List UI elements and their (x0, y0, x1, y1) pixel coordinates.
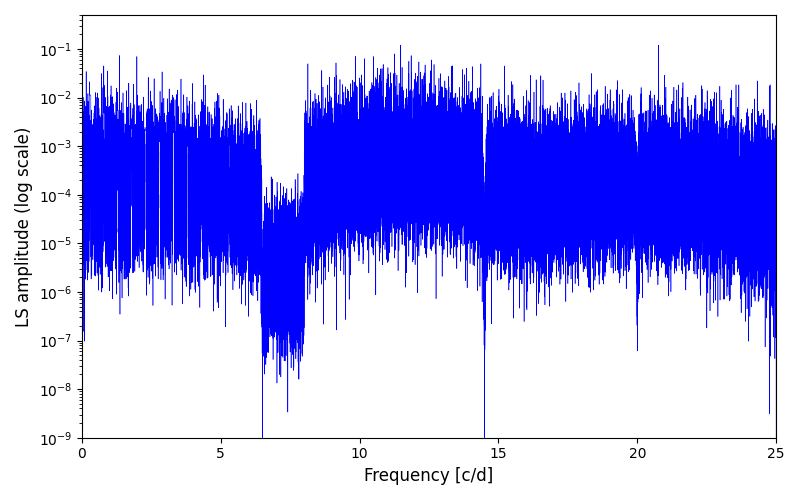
Y-axis label: LS amplitude (log scale): LS amplitude (log scale) (15, 126, 33, 326)
X-axis label: Frequency [c/d]: Frequency [c/d] (364, 467, 494, 485)
